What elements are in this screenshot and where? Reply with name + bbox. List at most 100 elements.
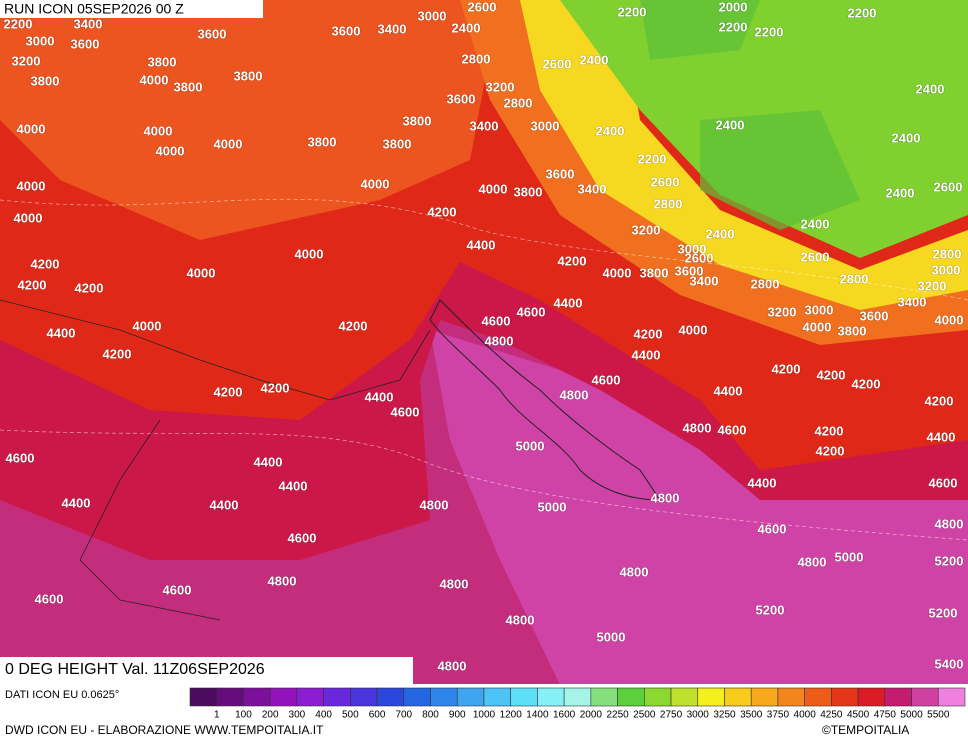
contour-label: 3600 [198, 26, 227, 41]
title-box [0, 0, 263, 18]
colorbar-swatch [537, 687, 565, 707]
colorbar-label: 1200 [500, 710, 523, 721]
colorbar-label: 2750 [660, 710, 683, 721]
colorbar-swatch [937, 687, 966, 707]
contour-label: 5200 [929, 605, 958, 620]
contour-label: 5400 [935, 656, 964, 671]
contour-label: 4200 [339, 318, 368, 333]
source-label: DATI ICON EU 0.0625° [5, 689, 119, 701]
contour-label: 2400 [596, 123, 625, 138]
colorbar-label: 700 [395, 710, 412, 721]
colorbar-swatch [857, 687, 886, 707]
colorbar-label: 1400 [526, 710, 549, 721]
colorbar-label: 1600 [553, 710, 576, 721]
contour-label: 3400 [578, 181, 607, 196]
contour-label: 4200 [75, 280, 104, 295]
field-label: 0 DEG HEIGHT Val. 11Z06SEP2026 [5, 661, 265, 678]
contour-label: 2600 [651, 174, 680, 189]
colorbar-swatch [617, 687, 645, 707]
contour-label: 4000 [187, 265, 216, 280]
contour-label: 3800 [148, 54, 177, 69]
contour-label: 4200 [634, 326, 663, 341]
contour-label: 5000 [835, 549, 864, 564]
contour-label: 3200 [12, 53, 41, 68]
contour-label: 4200 [31, 256, 60, 271]
contour-label: 5200 [756, 602, 785, 617]
contour-label: 4600 [163, 582, 192, 597]
contour-label: 4400 [365, 389, 394, 404]
colorbar-swatch [670, 687, 699, 707]
contour-label: 3600 [332, 23, 361, 38]
contour-label: 4800 [485, 333, 514, 348]
contour-label: 4000 [156, 143, 185, 158]
colorbar-swatch [697, 687, 725, 707]
contour-label: 2600 [468, 0, 497, 14]
contour-label: 4800 [798, 554, 827, 569]
colorbar-swatch [269, 687, 298, 707]
colorbar-label: 400 [315, 710, 332, 721]
contour-label: 4200 [214, 384, 243, 399]
colorbar-label: 100 [235, 710, 252, 721]
contour-label: 3200 [918, 278, 947, 293]
colorbar-swatch [456, 687, 485, 707]
contour-label: 4200 [772, 361, 801, 376]
contour-label: 4200 [815, 423, 844, 438]
contour-label: 2000 [719, 0, 748, 14]
colorbar-swatch [350, 687, 378, 707]
contour-label: 2800 [751, 276, 780, 291]
colorbar-label: 2500 [633, 710, 656, 721]
contour-label: 4600 [929, 475, 958, 490]
colorbar-swatch [510, 687, 538, 707]
colorbar-label: 3000 [687, 710, 710, 721]
contour-label: 4800 [683, 420, 712, 435]
contour-label: 4600 [288, 530, 317, 545]
contour-label: 2200 [848, 5, 877, 20]
contour-label: 4600 [758, 521, 787, 536]
contour-label: 4800 [935, 516, 964, 531]
colorbar-label: 500 [342, 710, 359, 721]
contour-label: 4200 [852, 376, 881, 391]
contour-label: 2400 [580, 52, 609, 67]
contour-label: 2400 [886, 185, 915, 200]
contour-label: 5000 [516, 438, 545, 453]
contour-label: 2400 [916, 81, 945, 96]
contour-label: 4200 [18, 277, 47, 292]
contour-label: 3800 [174, 79, 203, 94]
colorbar-swatch [243, 687, 271, 707]
contour-label: 2400 [452, 20, 481, 35]
contour-label: 4800 [620, 564, 649, 579]
contour-label: 3800 [383, 136, 412, 151]
colorbar-swatch [376, 687, 405, 707]
colorbar-label: 3750 [767, 710, 790, 721]
contour-label: 4800 [560, 387, 589, 402]
contour-label: 4800 [506, 612, 535, 627]
colorbar-label: 5000 [900, 710, 923, 721]
contour-label: 2400 [801, 216, 830, 231]
colorbar-swatch [884, 687, 912, 707]
contour-label: 4200 [261, 380, 290, 395]
contour-label: 2800 [654, 196, 683, 211]
colorbar-label: 800 [422, 710, 439, 721]
contour-label: 4000 [214, 136, 243, 151]
contour-label: 3600 [71, 36, 100, 51]
contour-label: 4000 [17, 178, 46, 193]
contour-label: 4000 [17, 121, 46, 136]
colorbar-label: 4000 [794, 710, 817, 721]
contour-label: 4000 [603, 265, 632, 280]
colorbar-swatch [804, 687, 832, 707]
run-title: RUN ICON 05SEP2026 00 Z [4, 1, 184, 17]
contour-label: 3000 [678, 241, 707, 256]
contour-label: 4400 [927, 429, 956, 444]
contour-label: 4800 [438, 658, 467, 673]
colorbar-swatch [590, 687, 618, 707]
contour-label: 4400 [47, 325, 76, 340]
map-background [0, 0, 968, 685]
colorbar-swatch [724, 687, 752, 707]
contour-label: 4000 [479, 181, 508, 196]
contour-label: 4200 [103, 346, 132, 361]
contour-label: 2600 [543, 56, 572, 71]
contour-label: 4400 [254, 454, 283, 469]
contour-label: 3800 [514, 184, 543, 199]
